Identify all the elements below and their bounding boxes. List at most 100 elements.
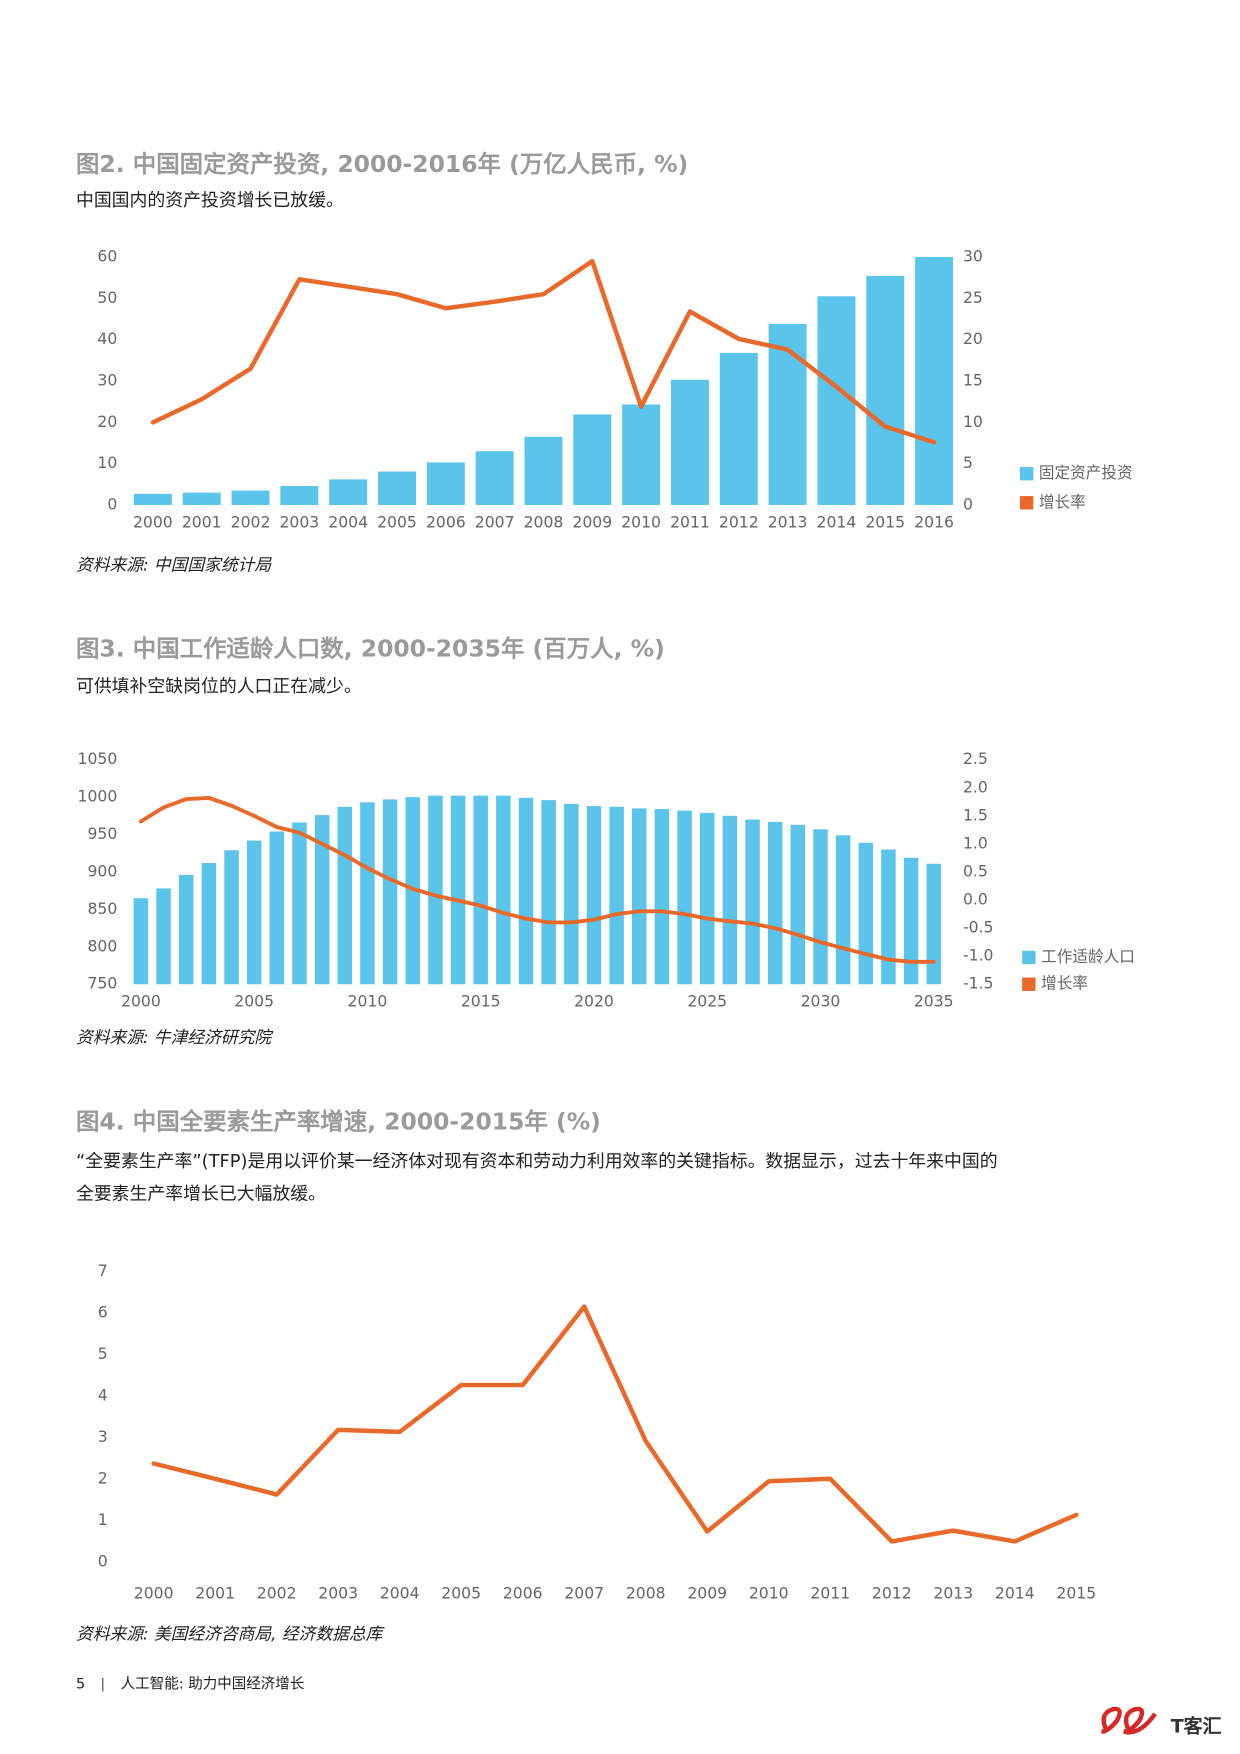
- bar: [426, 462, 465, 505]
- chart-subtitle: 中国国内的资产投资增长已放缓。: [76, 190, 344, 211]
- x-tick-label: 2014: [817, 512, 857, 531]
- bar: [428, 795, 443, 985]
- x-tick-label: 2000: [121, 992, 161, 1011]
- x-tick-label: 2009: [572, 512, 612, 531]
- bar: [524, 436, 563, 505]
- bar: [699, 812, 715, 985]
- x-tick-label: 2012: [872, 1584, 912, 1603]
- chart-source: 资料来源: 美国经济咨商局, 经济数据总库: [76, 1623, 386, 1643]
- x-tick-label: 2015: [1056, 1584, 1096, 1603]
- y-tick-label: 750: [87, 974, 117, 993]
- legend-swatch: [1022, 950, 1036, 965]
- y2-tick-label: 30: [963, 247, 983, 266]
- bar: [866, 276, 905, 505]
- bar: [473, 795, 488, 985]
- x-tick-label: 2012: [719, 512, 759, 531]
- y-tick-label: 1000: [78, 787, 118, 806]
- bar: [790, 824, 806, 985]
- y-tick-label: 900: [87, 861, 117, 880]
- bar: [915, 257, 954, 505]
- chart-subtitle: 全要素生产率增长已大幅放缓。: [76, 1183, 326, 1204]
- y-tick-label: 30: [97, 371, 117, 390]
- chart-source: 资料来源: 中国国家统计局: [76, 554, 272, 574]
- bar: [475, 451, 514, 505]
- bar: [337, 806, 353, 985]
- bar: [378, 471, 416, 505]
- x-tick-label: 2008: [524, 512, 564, 531]
- line: [138, 795, 936, 964]
- x-tick-label: 2011: [810, 1584, 850, 1603]
- y2-tick-label: 25: [963, 288, 983, 307]
- bar: [835, 835, 851, 985]
- x-tick-label: 2003: [279, 512, 319, 531]
- x-tick-label: 2004: [328, 512, 368, 531]
- y2-tick-label: 0.5: [963, 861, 988, 880]
- legend-swatch: [1019, 467, 1034, 481]
- bar: [817, 296, 856, 505]
- y2-tick-label: 15: [963, 371, 983, 390]
- bar: [450, 795, 466, 985]
- bar: [269, 831, 285, 985]
- x-tick-label: 2015: [461, 992, 501, 1011]
- y-tick-label: 60: [97, 247, 117, 266]
- bar: [292, 822, 307, 985]
- y2-tick-label: 0: [963, 495, 973, 514]
- legend-label: 增长率: [1039, 492, 1086, 511]
- chart-title: 图3. 中国工作适龄人口数, 2000-2035年 (百万人, %): [76, 635, 665, 663]
- chart-source: 资料来源: 牛津经济研究院: [76, 1027, 273, 1047]
- y-tick-label: 1: [98, 1510, 108, 1529]
- x-tick-label: 2001: [182, 512, 222, 531]
- bar: [496, 795, 511, 985]
- y-tick-label: 950: [87, 824, 117, 843]
- x-tick-label: 2000: [134, 1584, 174, 1603]
- bar: [133, 898, 149, 985]
- y-tick-label: 50: [97, 288, 117, 307]
- x-tick-label: 2001: [195, 1584, 235, 1603]
- x-tick-label: 2030: [801, 992, 841, 1011]
- bar: [767, 821, 783, 985]
- legend-label: 增长率: [1041, 974, 1088, 993]
- y2-tick-label: 5: [963, 453, 973, 472]
- y2-tick-label: 10: [963, 412, 983, 431]
- chart-title: 图4. 中国全要素生产率增速, 2000-2015年 (%): [76, 1107, 601, 1135]
- x-tick-label: 2014: [995, 1584, 1035, 1603]
- line: [150, 258, 937, 445]
- x-tick-label: 2010: [348, 992, 388, 1011]
- x-tick-label: 2008: [626, 1584, 666, 1603]
- bar: [246, 840, 262, 985]
- legend-swatch: [1019, 496, 1034, 510]
- y-tick-label: 10: [97, 453, 117, 472]
- y-tick-label: 7: [98, 1261, 108, 1280]
- chart-title: 图2. 中国固定资产投资, 2000-2016年 (万亿人民币, %): [76, 150, 688, 178]
- bar: [280, 485, 319, 505]
- y-tick-label: 850: [87, 899, 117, 918]
- x-tick-label: 2000: [133, 512, 173, 531]
- x-tick-label: 2003: [318, 1584, 358, 1603]
- bar: [926, 863, 942, 985]
- x-tick-label: 2004: [380, 1584, 420, 1603]
- y-tick-label: 40: [97, 329, 117, 348]
- bar: [541, 800, 556, 985]
- x-tick-label: 2007: [475, 512, 515, 531]
- bar: [382, 799, 398, 985]
- bar: [360, 802, 375, 985]
- bar: [670, 379, 709, 505]
- bar: [329, 479, 368, 505]
- x-tick-label: 2020: [574, 992, 614, 1011]
- y2-tick-label: 20: [963, 329, 983, 348]
- bar: [182, 492, 221, 505]
- bar: [858, 842, 874, 985]
- x-tick-label: 2010: [749, 1584, 789, 1603]
- bar: [586, 806, 602, 985]
- bar: [722, 815, 738, 985]
- bar: [745, 819, 760, 985]
- x-tick-label: 2025: [687, 992, 727, 1011]
- y-tick-label: 6: [98, 1302, 108, 1321]
- x-tick-label: 2013: [933, 1584, 973, 1603]
- x-tick-label: 2035: [914, 992, 954, 1011]
- y-tick-label: 5: [98, 1344, 108, 1363]
- chart-subtitle: “全要素生产率”(TFP)是用以评价某一经济体对现有资本和劳动力利用效率的关键指…: [76, 1151, 998, 1172]
- y-tick-label: 0: [98, 1551, 108, 1570]
- legend-label: 工作适龄人口: [1041, 947, 1135, 966]
- logo-text: T客汇: [1171, 1715, 1222, 1738]
